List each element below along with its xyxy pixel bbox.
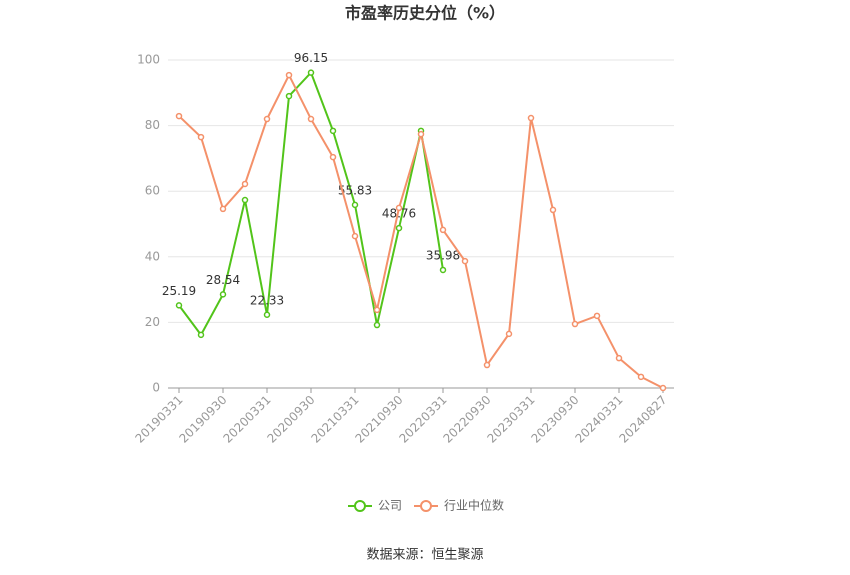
legend-label: 行业中位数	[444, 498, 504, 513]
point	[329, 153, 337, 161]
point	[571, 320, 579, 328]
point	[505, 330, 513, 338]
y-tick-label: 100	[137, 53, 160, 67]
x-tick-label: 20240827	[617, 393, 670, 446]
point	[307, 115, 315, 123]
data-label: 48.76	[382, 207, 416, 221]
point	[285, 71, 293, 79]
point	[219, 291, 227, 298]
point	[593, 312, 601, 320]
point	[527, 114, 535, 122]
data-label: 22.33	[250, 293, 284, 307]
data-label: 96.15	[294, 51, 328, 65]
legend-label: 公司	[378, 499, 402, 513]
point	[395, 224, 403, 232]
chart-title: 市盈率历史分位（%）	[345, 4, 505, 23]
y-tick-label: 20	[145, 315, 160, 329]
y-tick-label: 40	[145, 249, 160, 263]
point	[175, 112, 183, 120]
point	[637, 373, 645, 381]
source: 数据来源：恒生聚源	[366, 548, 483, 563]
data-label: 35.98	[426, 248, 460, 262]
point	[241, 180, 249, 188]
point	[219, 205, 227, 213]
data-label: 28.54	[206, 273, 240, 287]
point	[197, 133, 205, 141]
point	[351, 201, 359, 209]
point	[461, 257, 469, 265]
point	[483, 361, 491, 369]
point	[615, 354, 623, 362]
legend-marker	[354, 500, 366, 512]
point	[373, 306, 381, 314]
point	[351, 232, 359, 240]
point	[241, 196, 249, 204]
point	[373, 321, 381, 329]
point	[659, 384, 667, 392]
point	[439, 226, 447, 234]
y-tick-label: 60	[145, 184, 160, 198]
y-tick-label: 0	[152, 381, 160, 395]
point	[307, 69, 315, 76]
point	[439, 266, 447, 274]
series-line	[178, 70, 444, 337]
point	[175, 302, 183, 309]
point	[549, 206, 557, 214]
point	[417, 130, 425, 138]
point	[263, 311, 271, 319]
legend-marker	[420, 500, 432, 512]
point	[197, 331, 205, 339]
point	[395, 204, 403, 212]
point	[329, 127, 337, 135]
point	[263, 115, 271, 123]
data-label: 55.83	[338, 183, 372, 197]
y-tick-label: 80	[145, 118, 160, 132]
data-label: 25.19	[162, 284, 196, 298]
point	[285, 92, 293, 100]
